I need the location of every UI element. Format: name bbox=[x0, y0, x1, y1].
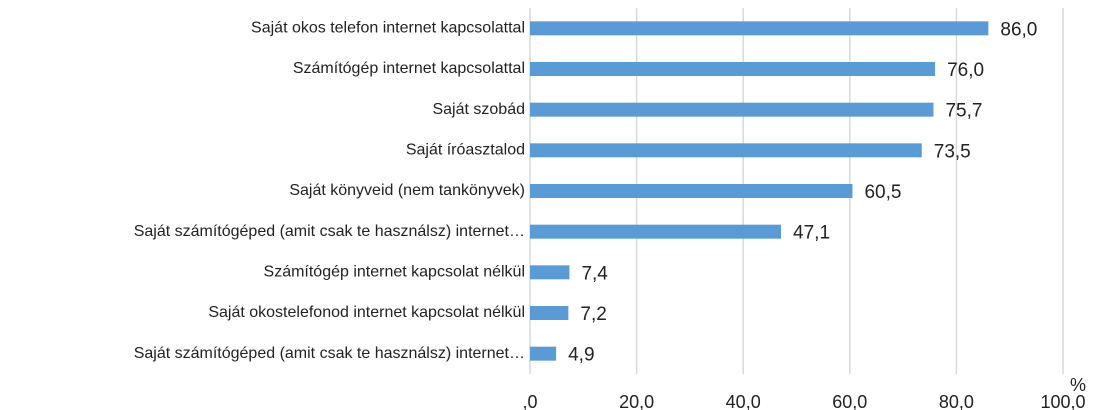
x-tick-label: ,0 bbox=[522, 392, 537, 410]
y-tick-label: Számítógép internet kapcsolattal bbox=[293, 60, 525, 77]
y-tick-label: Számítógép internet kapcsolat nélkül bbox=[264, 264, 525, 281]
y-tick-label: Saját okos telefon internet kapcsolattal bbox=[251, 20, 525, 37]
data-label: 60,5 bbox=[864, 182, 901, 203]
bar bbox=[530, 62, 936, 76]
bar bbox=[530, 306, 569, 320]
y-tick-label: Saját okostelefonod internet kapcsolat n… bbox=[208, 304, 525, 321]
y-tick-label: Saját szobád bbox=[432, 101, 525, 118]
bar bbox=[530, 143, 922, 158]
x-tick-label: 100,0 bbox=[1040, 392, 1085, 410]
data-label: 7,4 bbox=[581, 263, 608, 284]
data-label: 86,0 bbox=[1000, 19, 1037, 40]
axis-label: % bbox=[1070, 375, 1086, 395]
bar bbox=[530, 21, 989, 36]
x-tick-label: 80,0 bbox=[939, 392, 974, 410]
bar bbox=[530, 265, 570, 280]
y-tick-label: Saját számítógéped (amit csak te használ… bbox=[134, 345, 525, 362]
data-label: 73,5 bbox=[934, 141, 971, 162]
data-label: 7,2 bbox=[580, 304, 606, 325]
y-tick-label: Saját íróasztalod bbox=[406, 142, 525, 159]
bar bbox=[530, 346, 557, 361]
x-tick-label: 20,0 bbox=[619, 392, 654, 410]
bar bbox=[530, 102, 934, 117]
data-label: 76,0 bbox=[947, 60, 984, 81]
x-tick-label: 60,0 bbox=[832, 392, 867, 410]
y-tick-label: Saját számítógéped (amit csak te használ… bbox=[134, 223, 525, 240]
bar bbox=[530, 184, 853, 198]
data-label: 75,7 bbox=[945, 101, 982, 122]
x-tick-label: 40,0 bbox=[726, 392, 761, 410]
data-label: 47,1 bbox=[793, 223, 830, 244]
y-tick-label: Saját könyveid (nem tankönyvek) bbox=[289, 182, 525, 199]
data-label: 4,9 bbox=[568, 345, 594, 366]
bar bbox=[530, 224, 782, 239]
